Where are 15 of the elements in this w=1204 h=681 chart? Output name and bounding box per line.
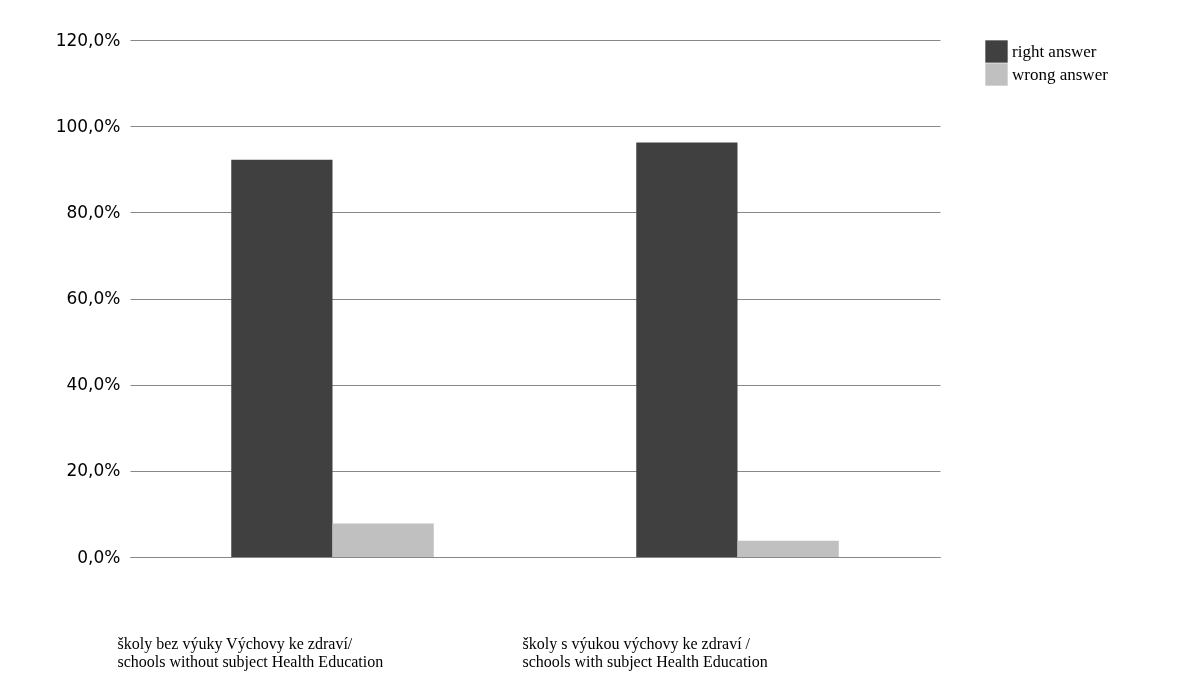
legend-label: right answer (1012, 41, 1097, 61)
x-tick-label: školy bez výuky Výchovy ke zdraví/ schools without subject Health Education (117, 634, 384, 671)
legend-label: wrong answer (1012, 64, 1109, 84)
y-tick-label: 0,0% (77, 546, 121, 567)
y-tick-label: 40,0% (66, 374, 121, 395)
y-tick-label: 100,0% (55, 115, 121, 136)
bar (636, 142, 738, 557)
bar (737, 540, 839, 557)
y-tick-label: 20,0% (66, 460, 121, 481)
y-tick-label: 80,0% (66, 201, 121, 222)
x-tick-label: školy s výukou výchovy ke zdraví / schools with subject Health Education (522, 634, 768, 671)
bar (332, 523, 434, 557)
y-tick-label: 120,0% (55, 29, 121, 50)
y-tick-label: 60,0% (66, 288, 121, 308)
bar (231, 159, 333, 557)
